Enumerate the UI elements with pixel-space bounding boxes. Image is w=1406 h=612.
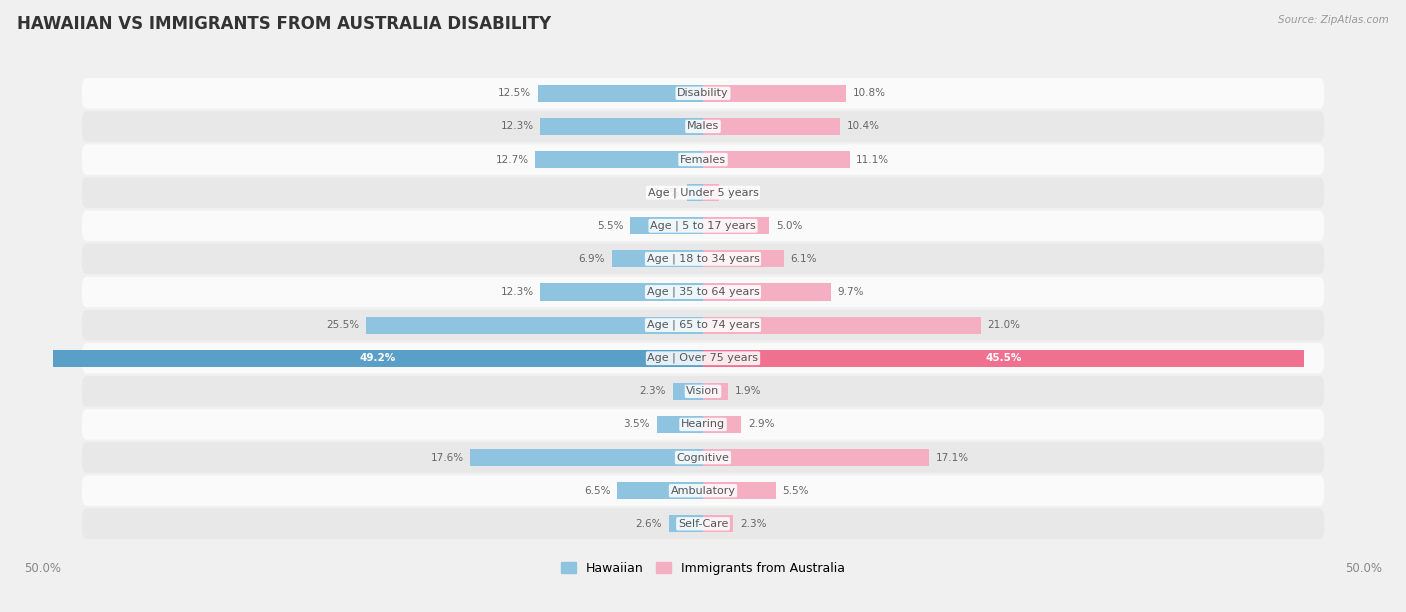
Text: Vision: Vision: [686, 386, 720, 397]
FancyBboxPatch shape: [82, 244, 1324, 274]
Text: Cognitive: Cognitive: [676, 453, 730, 463]
FancyBboxPatch shape: [82, 343, 1324, 373]
Bar: [612, 250, 703, 267]
Text: 45.5%: 45.5%: [986, 353, 1022, 364]
Text: Age | 18 to 34 years: Age | 18 to 34 years: [647, 253, 759, 264]
Text: 10.4%: 10.4%: [846, 121, 880, 132]
Text: 17.1%: 17.1%: [935, 453, 969, 463]
Bar: [703, 316, 980, 334]
Bar: [53, 349, 703, 367]
Bar: [703, 118, 841, 135]
Text: 3.5%: 3.5%: [624, 419, 650, 430]
Bar: [630, 217, 703, 234]
Text: 1.9%: 1.9%: [735, 386, 761, 397]
Text: Age | Over 75 years: Age | Over 75 years: [648, 353, 758, 364]
Text: Age | 35 to 64 years: Age | 35 to 64 years: [647, 287, 759, 297]
FancyBboxPatch shape: [82, 211, 1324, 241]
Text: Hearing: Hearing: [681, 419, 725, 430]
FancyBboxPatch shape: [82, 442, 1324, 473]
Text: 5.5%: 5.5%: [598, 221, 624, 231]
FancyBboxPatch shape: [82, 310, 1324, 340]
Bar: [703, 283, 831, 300]
Text: 21.0%: 21.0%: [987, 320, 1021, 330]
Bar: [617, 482, 703, 499]
Text: 6.1%: 6.1%: [790, 254, 817, 264]
FancyBboxPatch shape: [82, 111, 1324, 141]
Text: 2.3%: 2.3%: [640, 386, 666, 397]
Text: 2.6%: 2.6%: [636, 519, 662, 529]
Bar: [471, 449, 703, 466]
FancyBboxPatch shape: [82, 376, 1324, 406]
Text: 10.8%: 10.8%: [852, 88, 886, 99]
Bar: [540, 283, 703, 300]
Bar: [703, 349, 1305, 367]
Bar: [669, 515, 703, 532]
FancyBboxPatch shape: [82, 78, 1324, 108]
Text: Age | 65 to 74 years: Age | 65 to 74 years: [647, 320, 759, 330]
Bar: [537, 84, 703, 102]
Text: 5.0%: 5.0%: [776, 221, 801, 231]
Bar: [703, 515, 734, 532]
Text: 12.5%: 12.5%: [498, 88, 531, 99]
Text: 6.9%: 6.9%: [579, 254, 605, 264]
Bar: [688, 184, 703, 201]
Text: 2.3%: 2.3%: [740, 519, 766, 529]
FancyBboxPatch shape: [82, 409, 1324, 439]
Text: 5.5%: 5.5%: [782, 486, 808, 496]
Legend: Hawaiian, Immigrants from Australia: Hawaiian, Immigrants from Australia: [555, 557, 851, 580]
FancyBboxPatch shape: [82, 144, 1324, 175]
Bar: [366, 316, 703, 334]
Text: 12.3%: 12.3%: [501, 121, 534, 132]
Text: Self-Care: Self-Care: [678, 519, 728, 529]
Text: 11.1%: 11.1%: [856, 155, 890, 165]
Bar: [703, 217, 769, 234]
Bar: [536, 151, 703, 168]
Text: 12.3%: 12.3%: [501, 287, 534, 297]
Bar: [703, 382, 728, 400]
Text: 1.2%: 1.2%: [654, 188, 681, 198]
Text: 9.7%: 9.7%: [838, 287, 865, 297]
Bar: [657, 416, 703, 433]
Bar: [703, 449, 929, 466]
Text: Source: ZipAtlas.com: Source: ZipAtlas.com: [1278, 15, 1389, 25]
Bar: [540, 118, 703, 135]
Text: 17.6%: 17.6%: [430, 453, 464, 463]
Bar: [703, 184, 718, 201]
Text: Age | Under 5 years: Age | Under 5 years: [648, 187, 758, 198]
Bar: [672, 382, 703, 400]
Text: 6.5%: 6.5%: [583, 486, 610, 496]
Text: Ambulatory: Ambulatory: [671, 486, 735, 496]
Bar: [703, 250, 783, 267]
Text: 49.2%: 49.2%: [360, 353, 396, 364]
Text: HAWAIIAN VS IMMIGRANTS FROM AUSTRALIA DISABILITY: HAWAIIAN VS IMMIGRANTS FROM AUSTRALIA DI…: [17, 15, 551, 33]
Text: 1.2%: 1.2%: [725, 188, 752, 198]
FancyBboxPatch shape: [82, 277, 1324, 307]
Text: Disability: Disability: [678, 88, 728, 99]
Text: Females: Females: [681, 155, 725, 165]
Text: 25.5%: 25.5%: [326, 320, 360, 330]
FancyBboxPatch shape: [82, 476, 1324, 506]
Bar: [703, 151, 849, 168]
Bar: [703, 482, 776, 499]
Text: 12.7%: 12.7%: [495, 155, 529, 165]
Text: Males: Males: [688, 121, 718, 132]
FancyBboxPatch shape: [82, 177, 1324, 208]
Bar: [703, 416, 741, 433]
Text: 2.9%: 2.9%: [748, 419, 775, 430]
Text: Age | 5 to 17 years: Age | 5 to 17 years: [650, 220, 756, 231]
FancyBboxPatch shape: [82, 509, 1324, 539]
Bar: [703, 84, 846, 102]
